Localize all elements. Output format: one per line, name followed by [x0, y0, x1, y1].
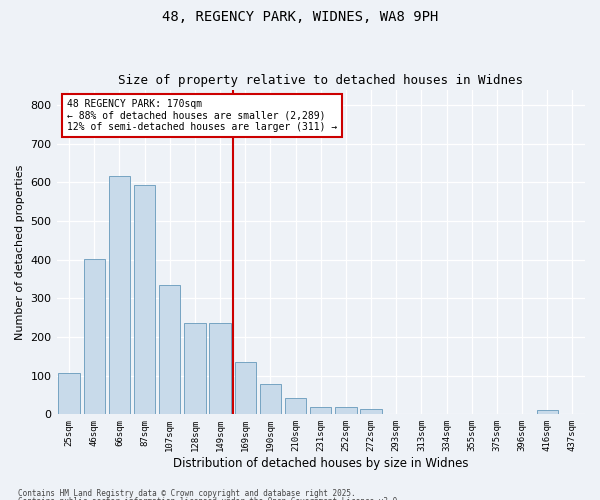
Bar — [285, 398, 307, 414]
Bar — [83, 258, 105, 414]
Bar — [184, 323, 206, 414]
Bar — [335, 408, 356, 414]
Bar — [310, 406, 331, 414]
Bar — [134, 185, 155, 414]
X-axis label: Distribution of detached houses by size in Widnes: Distribution of detached houses by size … — [173, 457, 469, 470]
Y-axis label: Number of detached properties: Number of detached properties — [15, 164, 25, 340]
Text: 48 REGENCY PARK: 170sqm
← 88% of detached houses are smaller (2,289)
12% of semi: 48 REGENCY PARK: 170sqm ← 88% of detache… — [67, 100, 337, 132]
Title: Size of property relative to detached houses in Widnes: Size of property relative to detached ho… — [118, 74, 523, 87]
Bar — [260, 384, 281, 414]
Bar — [536, 410, 558, 414]
Bar — [109, 176, 130, 414]
Text: Contains public sector information licensed under the Open Government Licence v3: Contains public sector information licen… — [18, 497, 402, 500]
Text: 48, REGENCY PARK, WIDNES, WA8 9PH: 48, REGENCY PARK, WIDNES, WA8 9PH — [162, 10, 438, 24]
Text: Contains HM Land Registry data © Crown copyright and database right 2025.: Contains HM Land Registry data © Crown c… — [18, 488, 356, 498]
Bar — [235, 362, 256, 414]
Bar — [209, 323, 231, 414]
Bar — [361, 410, 382, 414]
Bar — [58, 373, 80, 414]
Bar — [159, 285, 181, 414]
